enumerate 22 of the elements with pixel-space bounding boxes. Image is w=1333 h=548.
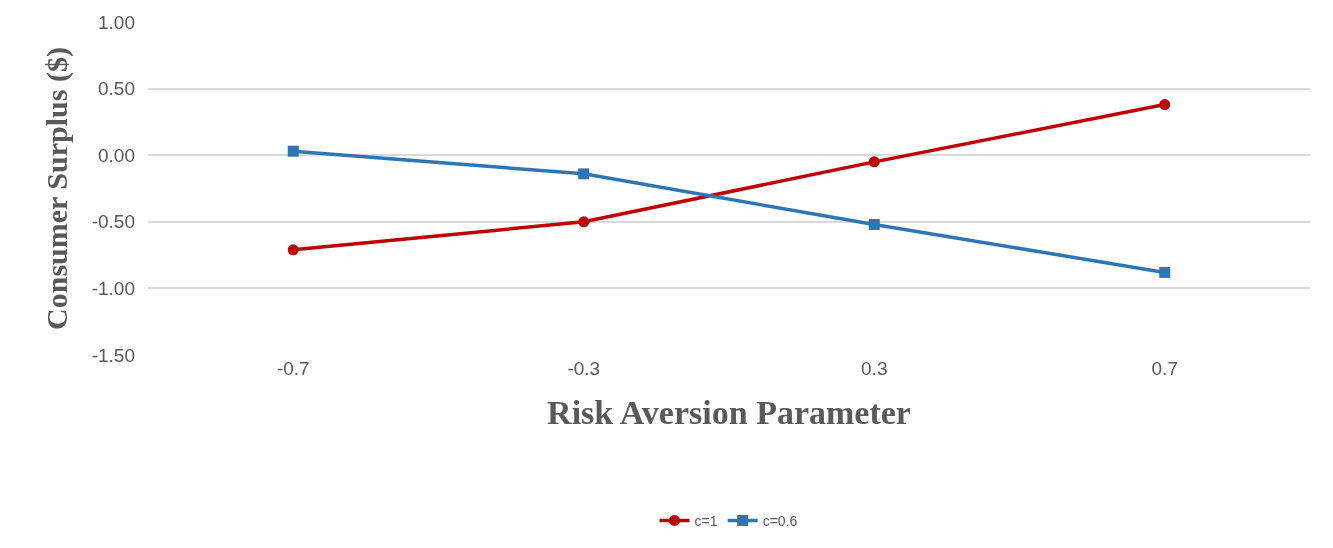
y-tick-label: 0.50	[98, 78, 135, 100]
point	[1159, 99, 1171, 111]
x-tick-label: 0.3	[861, 358, 888, 379]
y-tick-label: 0.00	[98, 144, 135, 166]
x-tick-label: -0.3	[567, 358, 601, 379]
point	[287, 145, 299, 157]
x-tick-label: 0.7	[1151, 358, 1178, 379]
y-axis-title: Consumer Surplus ($)	[39, 47, 74, 330]
point	[868, 156, 880, 168]
x-axis-title: Risk Aversion Parameter	[547, 394, 911, 432]
point	[868, 218, 880, 230]
point	[1159, 266, 1171, 278]
y-tick-label: 1.00	[98, 11, 135, 33]
y-tick-label: -0.50	[91, 211, 135, 233]
point	[578, 216, 590, 228]
y-tick-label: -1.50	[91, 344, 135, 366]
x-tick-label: -0.7	[276, 358, 310, 379]
point	[287, 244, 299, 256]
point	[578, 168, 590, 180]
legend-label: c=0.6	[762, 512, 798, 529]
y-tick-label: -1.00	[91, 278, 135, 300]
legend-label: c=1	[694, 512, 718, 529]
